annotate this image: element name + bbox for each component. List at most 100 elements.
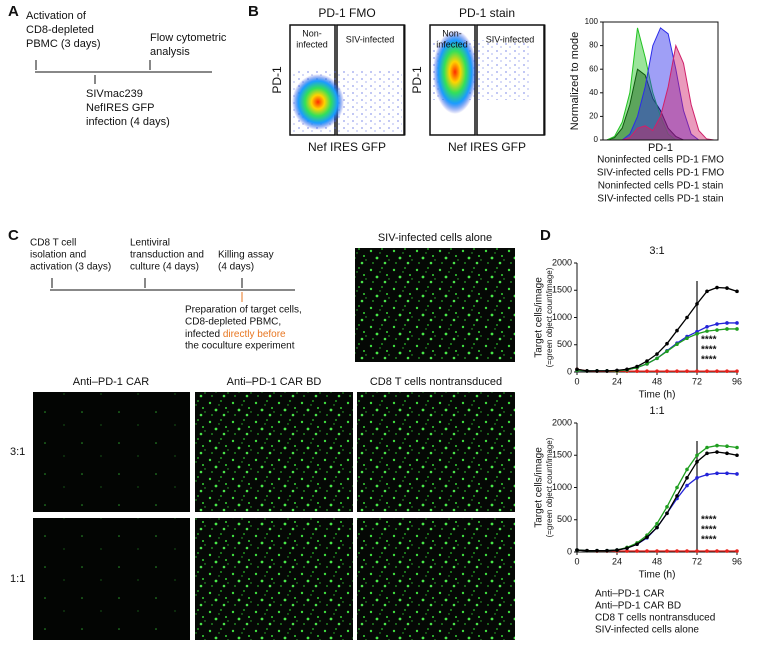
data-point — [575, 548, 579, 552]
chart-title: 3:1 — [649, 245, 664, 257]
data-point — [705, 369, 709, 373]
y-axis-label: Target cells/image — [534, 277, 545, 358]
row-label: 1:1 — [10, 573, 25, 585]
data-point — [595, 369, 599, 373]
data-point — [645, 362, 649, 366]
plot-title: PD-1 FMO — [318, 6, 375, 20]
data-point — [665, 511, 669, 516]
data-point — [635, 542, 639, 547]
data-point — [725, 444, 729, 449]
data-point — [735, 289, 739, 294]
data-point — [705, 549, 709, 553]
data-point — [705, 472, 709, 477]
legend-entry: Noninfected cells PD-1 stain — [598, 181, 724, 192]
data-point — [675, 494, 679, 498]
data-point — [655, 352, 659, 356]
label-text: CD8-depleted PBMC, — [185, 317, 281, 328]
label-text: infected — [436, 39, 468, 49]
x-tick-label: 48 — [652, 376, 662, 386]
legend-entry: CD8 T cells nontransduced — [595, 613, 715, 624]
column-title: Anti–PD-1 CAR — [73, 376, 149, 388]
significance: **** — [701, 525, 717, 536]
note-highlight: directly before — [223, 329, 286, 340]
note-line: infected directly before — [185, 329, 286, 340]
data-point — [625, 549, 629, 553]
data-point — [665, 369, 669, 373]
data-point — [695, 332, 699, 336]
label-text: analysis — [150, 46, 190, 58]
data-point — [715, 549, 719, 553]
data-point — [715, 328, 719, 332]
x-tick-label: 96 — [732, 556, 742, 566]
label-text: SIVmac239 — [86, 88, 143, 100]
data-point — [675, 549, 679, 553]
data-point — [715, 450, 719, 454]
x-tick-label: 72 — [692, 556, 702, 566]
data-point — [635, 369, 639, 373]
significance: **** — [701, 535, 717, 546]
data-point — [695, 369, 699, 373]
label-text: activation (3 days) — [30, 262, 111, 273]
x-axis-label: Time (h) — [639, 570, 676, 581]
x-tick-label: 48 — [652, 556, 662, 566]
label-text: SIV-infected — [346, 34, 395, 44]
data-point — [665, 341, 669, 346]
x-tick-label: 24 — [612, 376, 622, 386]
y-axis-label: (=green object count/image) — [545, 267, 554, 367]
histogram-area — [606, 43, 715, 141]
label-text: SIV-infected — [486, 34, 535, 44]
data-point — [685, 476, 689, 480]
data-point — [605, 369, 609, 373]
microscopy-image — [33, 518, 190, 640]
data-point — [685, 467, 689, 472]
data-point — [585, 548, 589, 553]
significance: **** — [701, 345, 717, 356]
column-title: CD8 T cells nontransduced — [370, 376, 502, 388]
microscopy-image — [33, 392, 190, 512]
label-text: culture (4 days) — [130, 262, 199, 273]
data-point — [575, 367, 579, 372]
data-point — [605, 548, 609, 553]
label-text: NefIRES GFP — [86, 102, 154, 114]
data-point — [685, 549, 689, 553]
plot-title: PD-1 stain — [459, 6, 515, 20]
legend-entry: Anti–PD-1 CAR — [595, 589, 664, 600]
data-point — [645, 535, 649, 539]
data-point — [735, 549, 739, 553]
data-point — [725, 321, 729, 325]
label-text: CD8 T cell — [30, 238, 76, 249]
y-tick-label: 1500 — [552, 285, 572, 295]
data-point — [725, 286, 729, 290]
y-tick-label: 1000 — [552, 482, 572, 492]
data-point — [645, 549, 649, 553]
data-point — [635, 364, 639, 369]
data-point — [715, 443, 719, 448]
flow-plot — [429, 24, 546, 136]
microscopy-image — [357, 392, 515, 512]
label-text: Non- — [442, 28, 462, 38]
column-title: Anti–PD-1 CAR BD — [227, 376, 322, 388]
y-tick-label: 1500 — [552, 450, 572, 460]
panel-label: D — [540, 227, 551, 244]
note-text: infected — [185, 329, 223, 340]
x-tick-label: 0 — [574, 556, 579, 566]
data-point — [625, 546, 629, 550]
legend-entry: SIV-infected cells PD-1 stain — [597, 194, 723, 205]
x-tick-label: 24 — [612, 556, 622, 566]
label-text: infection (4 days) — [86, 116, 170, 128]
data-point — [715, 471, 719, 476]
image-title: SIV-infected cells alone — [378, 232, 492, 244]
x-tick-label: 72 — [692, 376, 702, 386]
y-tick-label: 60 — [589, 64, 598, 73]
data-point — [715, 369, 719, 373]
data-point — [665, 549, 669, 553]
data-point — [685, 315, 689, 320]
data-point — [665, 505, 669, 509]
y-tick-label: 500 — [557, 514, 572, 524]
data-point — [655, 521, 659, 526]
data-point — [715, 322, 719, 326]
label-text: Lentiviral — [130, 238, 170, 249]
y-tick-label: 2000 — [552, 417, 572, 427]
data-point — [695, 476, 699, 480]
data-point — [685, 483, 689, 488]
